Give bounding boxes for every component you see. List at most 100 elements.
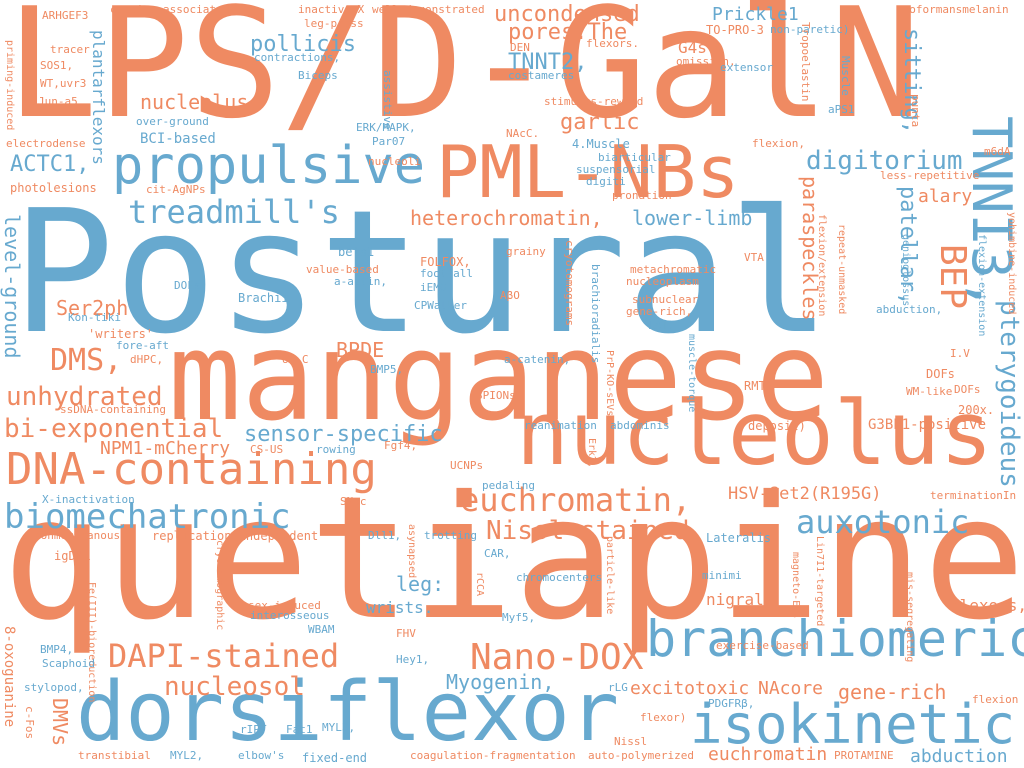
word: UV-C (282, 353, 309, 366)
word: rowing (316, 443, 356, 456)
word: interosseous (250, 609, 330, 622)
word: euchromatin (708, 744, 828, 765)
word: DOFs (954, 383, 981, 396)
word: chromocenters (516, 571, 603, 584)
word: BEP (932, 244, 973, 310)
word: Fgf4, (384, 439, 418, 452)
word: m6dA (984, 145, 1011, 158)
word: fore-aft (116, 339, 169, 352)
word: flexors, (950, 596, 1024, 615)
word: sex-induced (248, 599, 321, 612)
word: Fe(III)-bioreduction (86, 582, 97, 703)
word: footfall (420, 267, 473, 280)
word: omission, (676, 55, 736, 68)
word: WBAM (308, 623, 335, 636)
word: repeat-unmasked (836, 224, 847, 315)
word: punta (909, 94, 922, 128)
word: manganese (168, 306, 830, 448)
word: electrodense (6, 137, 86, 150)
word: muscle-torque (686, 334, 697, 413)
word: contractions, (254, 51, 341, 64)
word: uncondensed (494, 2, 640, 27)
word: 'writers' (88, 327, 154, 341)
word: dorsiflexor (76, 665, 620, 760)
word: rLG (608, 681, 628, 694)
word: ACTC1, (10, 152, 90, 177)
word: DAPI-stained (108, 637, 340, 675)
word: unhydrated (6, 382, 163, 412)
word: digiti (586, 175, 626, 188)
word: flexor) (640, 711, 687, 724)
word: a-actin, (334, 275, 387, 288)
word: PML-NBs (436, 130, 740, 214)
word: VTA (744, 251, 764, 264)
word: ssDNA-containing (60, 403, 166, 416)
word: neoformansmelanin (896, 3, 1009, 16)
word: replication-independent (152, 529, 319, 543)
word: SNpc (340, 495, 367, 508)
word: Tropoelastin (799, 22, 812, 102)
word: yohimbine-induced (1006, 212, 1017, 315)
word: LPS/D-GalN (6, 0, 922, 152)
word: non-paretic) (770, 23, 850, 36)
word: igDMR (54, 549, 91, 563)
word: DNA-containing (6, 444, 377, 495)
word: particle-like (604, 536, 615, 615)
word: iEMG (420, 281, 447, 294)
word: Prickle1 (712, 4, 799, 25)
word: photolesions (10, 181, 97, 195)
word: magneto-EVs (790, 552, 801, 619)
word: TNNI3, (960, 116, 1023, 312)
word: pterygoideus (994, 300, 1024, 488)
word: deposit) (748, 419, 806, 433)
word: BMP5, (370, 363, 404, 376)
word: auto-polymerized (588, 749, 694, 762)
word: priming-induced (4, 40, 15, 131)
word: Myogenin, (446, 670, 555, 694)
word: flexion, (752, 137, 805, 150)
word: MYL3, (322, 721, 356, 734)
word: heterochromatin, (410, 206, 603, 230)
word: extensor (720, 61, 773, 74)
word: aPS1 (828, 103, 855, 116)
word: elbow's (238, 749, 285, 762)
word: nucleoli (368, 155, 421, 168)
word: BCI-based (140, 131, 216, 147)
word: c-Fos (23, 706, 36, 740)
word: TNNT2, (508, 50, 588, 75)
word: gene-rich, (626, 305, 693, 318)
word: well-demonstrated (372, 3, 485, 16)
word: patellar, (895, 186, 920, 306)
word: Par07 (372, 135, 406, 148)
word: cit-AgNPs (146, 183, 206, 196)
word: NAcore (758, 678, 824, 699)
word: nucleoplasm (626, 275, 699, 288)
word: Ser2ph (56, 296, 129, 320)
word: PROTAMINE (834, 749, 894, 762)
word: Nissl-stained (486, 516, 690, 546)
word: LAT, (648, 319, 675, 332)
word: wrists. (366, 598, 434, 617)
word: Erk2, (586, 438, 597, 469)
word: FHV (396, 627, 416, 640)
word: coagulation-fragmentation (410, 749, 576, 762)
word: sitting, (899, 28, 924, 134)
word: NPM1-mCherry (100, 438, 231, 459)
word: auxotonic (796, 503, 970, 541)
word: Nissl (614, 735, 648, 748)
word: cocaine-associated (110, 3, 230, 16)
word: Myf5, (502, 611, 536, 624)
word: suspensorial (576, 163, 656, 176)
word: UCNPs (450, 459, 484, 472)
word: bi-exponential (4, 414, 224, 444)
word: ARHGEF3 (42, 9, 89, 22)
word: MYL2, (170, 749, 204, 762)
word: abduction, (876, 303, 943, 316)
word: Muscle (839, 56, 852, 96)
word: flexion (972, 693, 1019, 706)
word: Biceps (298, 69, 338, 82)
word: DMVs (48, 698, 72, 747)
word: trotting (424, 529, 477, 542)
word: exercise-based (716, 639, 809, 652)
word: asynapsed (406, 524, 417, 579)
